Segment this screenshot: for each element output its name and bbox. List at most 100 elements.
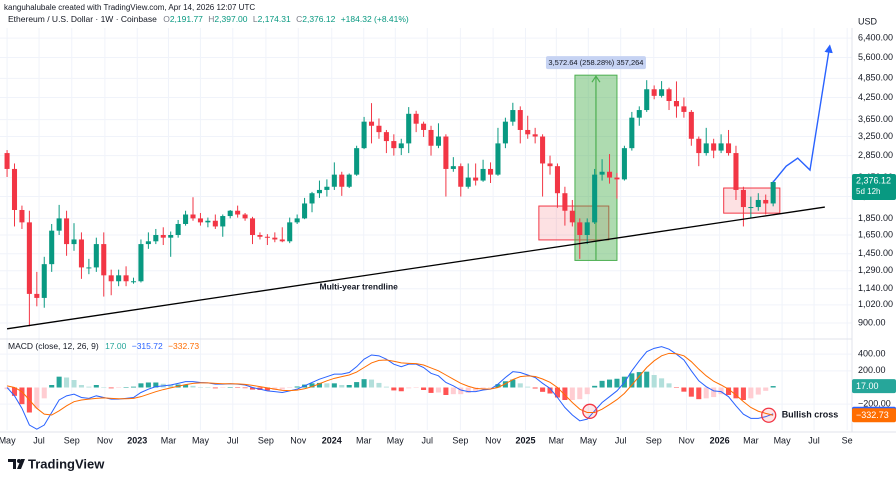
histogram-bar xyxy=(487,387,494,388)
histogram-bar xyxy=(316,382,322,388)
histogram-bar xyxy=(458,387,464,395)
ohlc-value: 2,174.31 xyxy=(258,14,291,24)
y-tick-label: 1,140.00 xyxy=(858,283,893,293)
histogram-bar xyxy=(294,386,300,388)
candle-body xyxy=(153,234,159,242)
candle-body xyxy=(257,234,263,237)
histogram-bar xyxy=(569,387,575,400)
histogram-bar xyxy=(711,387,717,398)
candle-body xyxy=(473,177,479,181)
histogram-bar xyxy=(413,387,419,388)
histogram-bar xyxy=(740,387,746,400)
histogram-bar xyxy=(577,387,583,400)
candle-body xyxy=(26,222,32,294)
histogram-bar xyxy=(748,387,754,399)
candle-body xyxy=(309,193,315,204)
macd-value: −315.72 xyxy=(132,341,163,351)
currency: USD xyxy=(858,16,878,26)
candle-body xyxy=(227,210,233,217)
candle-body xyxy=(242,214,248,219)
histogram-bar xyxy=(324,383,330,388)
candle-body xyxy=(540,136,546,164)
candle-body xyxy=(487,168,494,175)
price-badge xyxy=(852,408,896,423)
histogram-bar xyxy=(547,387,553,394)
histogram-bar xyxy=(651,375,657,388)
candle-body xyxy=(673,101,679,107)
histogram-bar xyxy=(249,387,256,390)
symbol: Ethereum / U.S. Dollar · 1W · Coinbase xyxy=(8,14,157,24)
x-tick-label: Mar xyxy=(549,435,565,445)
candle-body xyxy=(361,121,367,149)
candle-body xyxy=(101,244,107,276)
histogram-bar xyxy=(517,383,523,388)
candle-body xyxy=(302,203,308,219)
histogram-bar xyxy=(718,387,724,395)
candle-body xyxy=(740,189,746,208)
candle-body xyxy=(272,237,278,240)
candle-body xyxy=(34,293,40,298)
y-tick-label: 6,400.00 xyxy=(858,32,893,42)
candle-body xyxy=(606,171,613,178)
candle-body xyxy=(755,199,761,208)
candle-body xyxy=(78,239,84,268)
candle-body xyxy=(391,141,397,149)
x-tick-label: May xyxy=(774,435,792,445)
histogram-bar xyxy=(264,387,270,391)
candle-body xyxy=(145,241,151,245)
macd-line xyxy=(6,352,774,416)
histogram-bar xyxy=(227,387,233,388)
x-tick-label: 2025 xyxy=(515,435,535,445)
histogram-bar xyxy=(368,379,375,388)
histogram-bar xyxy=(726,387,732,395)
candle-body xyxy=(71,239,77,245)
histogram-bar xyxy=(443,387,449,395)
histogram-bar xyxy=(11,387,18,396)
histogram-bar xyxy=(703,387,709,399)
candle-body xyxy=(748,207,754,209)
histogram-bar xyxy=(696,387,702,400)
candle-body xyxy=(435,136,441,146)
histogram-bar xyxy=(376,382,382,388)
cross-label: Bullish cross xyxy=(782,410,839,420)
histogram-bar xyxy=(532,387,538,389)
candle-body xyxy=(495,143,501,175)
histogram-bar xyxy=(636,372,642,388)
candle-body xyxy=(316,189,322,194)
histogram-bar xyxy=(480,387,486,389)
ohlc-value: 2,376.12 xyxy=(302,14,335,24)
histogram-bar xyxy=(391,387,397,391)
price-badge xyxy=(852,379,896,394)
candle-body xyxy=(108,275,114,282)
histogram-bar xyxy=(108,387,114,389)
histogram-bar xyxy=(354,382,360,388)
candle-body xyxy=(659,89,665,96)
histogram-bar xyxy=(331,383,337,388)
histogram-bar xyxy=(153,382,159,388)
histogram-bar xyxy=(406,387,412,389)
histogram-bar xyxy=(190,385,196,388)
x-tick-label: Se xyxy=(842,435,853,445)
candle-body xyxy=(168,234,174,238)
candle-body xyxy=(666,89,672,102)
histogram-bar xyxy=(309,383,315,388)
candle-body xyxy=(510,110,516,122)
candle-body xyxy=(569,210,575,223)
y-tick-label: 3,250.00 xyxy=(858,131,893,141)
y-tick-label: −200.00 xyxy=(858,399,891,409)
y-tick-label: 900.00 xyxy=(858,317,886,327)
y-tick-label: 1,650.00 xyxy=(858,229,893,239)
candle-body xyxy=(450,166,456,169)
candle-body xyxy=(249,218,256,235)
x-tick-label: Mar xyxy=(743,435,759,445)
y-tick-label: 1,020.00 xyxy=(858,299,893,309)
candle-body xyxy=(368,121,375,126)
candle-body xyxy=(279,239,285,242)
candle-body xyxy=(49,230,55,265)
y-tick-label: 4,850.00 xyxy=(858,73,893,83)
histogram-bar xyxy=(56,376,62,388)
histogram-bar xyxy=(681,387,687,392)
histogram-bar xyxy=(428,387,434,393)
